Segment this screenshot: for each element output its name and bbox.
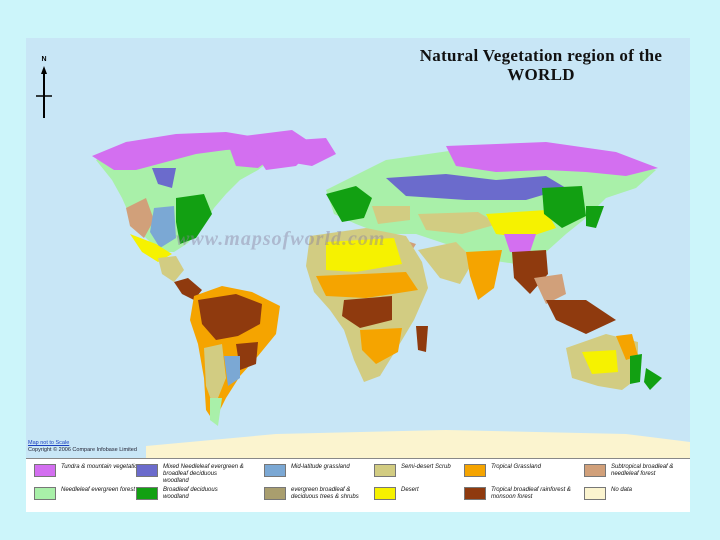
map-frame: Natural Vegetation region of the WORLD N… — [26, 38, 690, 512]
map-notes: Map not to Scale Copyright © 2006 Compar… — [28, 440, 137, 454]
legend-item: Mixed Needleleaf evergreen & broadleaf d… — [136, 464, 244, 486]
north-label: N — [41, 56, 47, 63]
arrow-icon — [36, 66, 52, 118]
australia — [566, 334, 662, 390]
legend-swatch — [34, 487, 56, 500]
legend-label: Mid-latitude grassland — [291, 464, 350, 470]
legend-item: Broadleaf deciduous woodland — [136, 487, 244, 509]
legend-label: No data — [611, 487, 633, 493]
africa — [306, 228, 428, 382]
legend-item: Mid-latitude grassland — [264, 464, 372, 486]
legend-swatch — [584, 487, 606, 500]
legend-label: Subtropical broadleaf & needleleaf fores… — [611, 464, 674, 477]
legend-label: Semi-desert Scrub — [401, 464, 451, 470]
legend-item: Tropical broadleaf rainforest & monsoon … — [464, 487, 572, 509]
legend-swatch — [264, 464, 286, 477]
legend-swatch — [264, 487, 286, 500]
north-arrow: N — [35, 56, 53, 120]
legend-swatch — [584, 464, 606, 477]
legend-item: Tundra & mountain vegetation — [34, 464, 142, 486]
map-title: Natural Vegetation region of the WORLD — [419, 46, 663, 84]
legend-item: No data — [584, 487, 692, 509]
legend-swatch — [464, 487, 486, 500]
legend-swatch — [136, 464, 158, 477]
legend-label: Tropical broadleaf rainforest & monsoon … — [491, 487, 571, 500]
legend-item: Tropical Grassland — [464, 464, 572, 486]
legend-item: Needleleaf evergreen forest — [34, 487, 142, 509]
south-america — [190, 286, 280, 426]
legend-label: evergreen broadleaf & deciduous trees & … — [291, 487, 359, 500]
legend-swatch — [374, 487, 396, 500]
legend-label: Tropical Grassland — [491, 464, 541, 470]
legend-label: Tundra & mountain vegetation — [61, 464, 141, 470]
legend-label: Mixed Needleleaf evergreen & broadleaf d… — [163, 464, 244, 484]
world-map — [26, 38, 690, 458]
antarctica — [146, 430, 690, 458]
legend-swatch — [464, 464, 486, 477]
legend-item: Semi-desert Scrub — [374, 464, 482, 486]
legend-label: Desert — [401, 487, 419, 493]
legend-swatch — [34, 464, 56, 477]
legend-label: Needleleaf evergreen forest — [61, 487, 136, 493]
legend-item: Desert — [374, 487, 482, 509]
legend: Tundra & mountain vegetation Needleleaf … — [26, 458, 690, 512]
copyright-note: Copyright © 2006 Compare Infobase Limite… — [28, 447, 137, 453]
scale-note: Map not to Scale — [28, 440, 70, 446]
legend-label: Broadleaf deciduous woodland — [163, 487, 218, 500]
watermark: www.mapsofworld.com — [176, 228, 386, 250]
north-america — [92, 130, 316, 300]
legend-swatch — [374, 464, 396, 477]
new-zealand — [644, 368, 662, 390]
legend-swatch — [136, 487, 158, 500]
legend-item: Subtropical broadleaf & needleleaf fores… — [584, 464, 692, 486]
legend-item: evergreen broadleaf & deciduous trees & … — [264, 487, 372, 509]
